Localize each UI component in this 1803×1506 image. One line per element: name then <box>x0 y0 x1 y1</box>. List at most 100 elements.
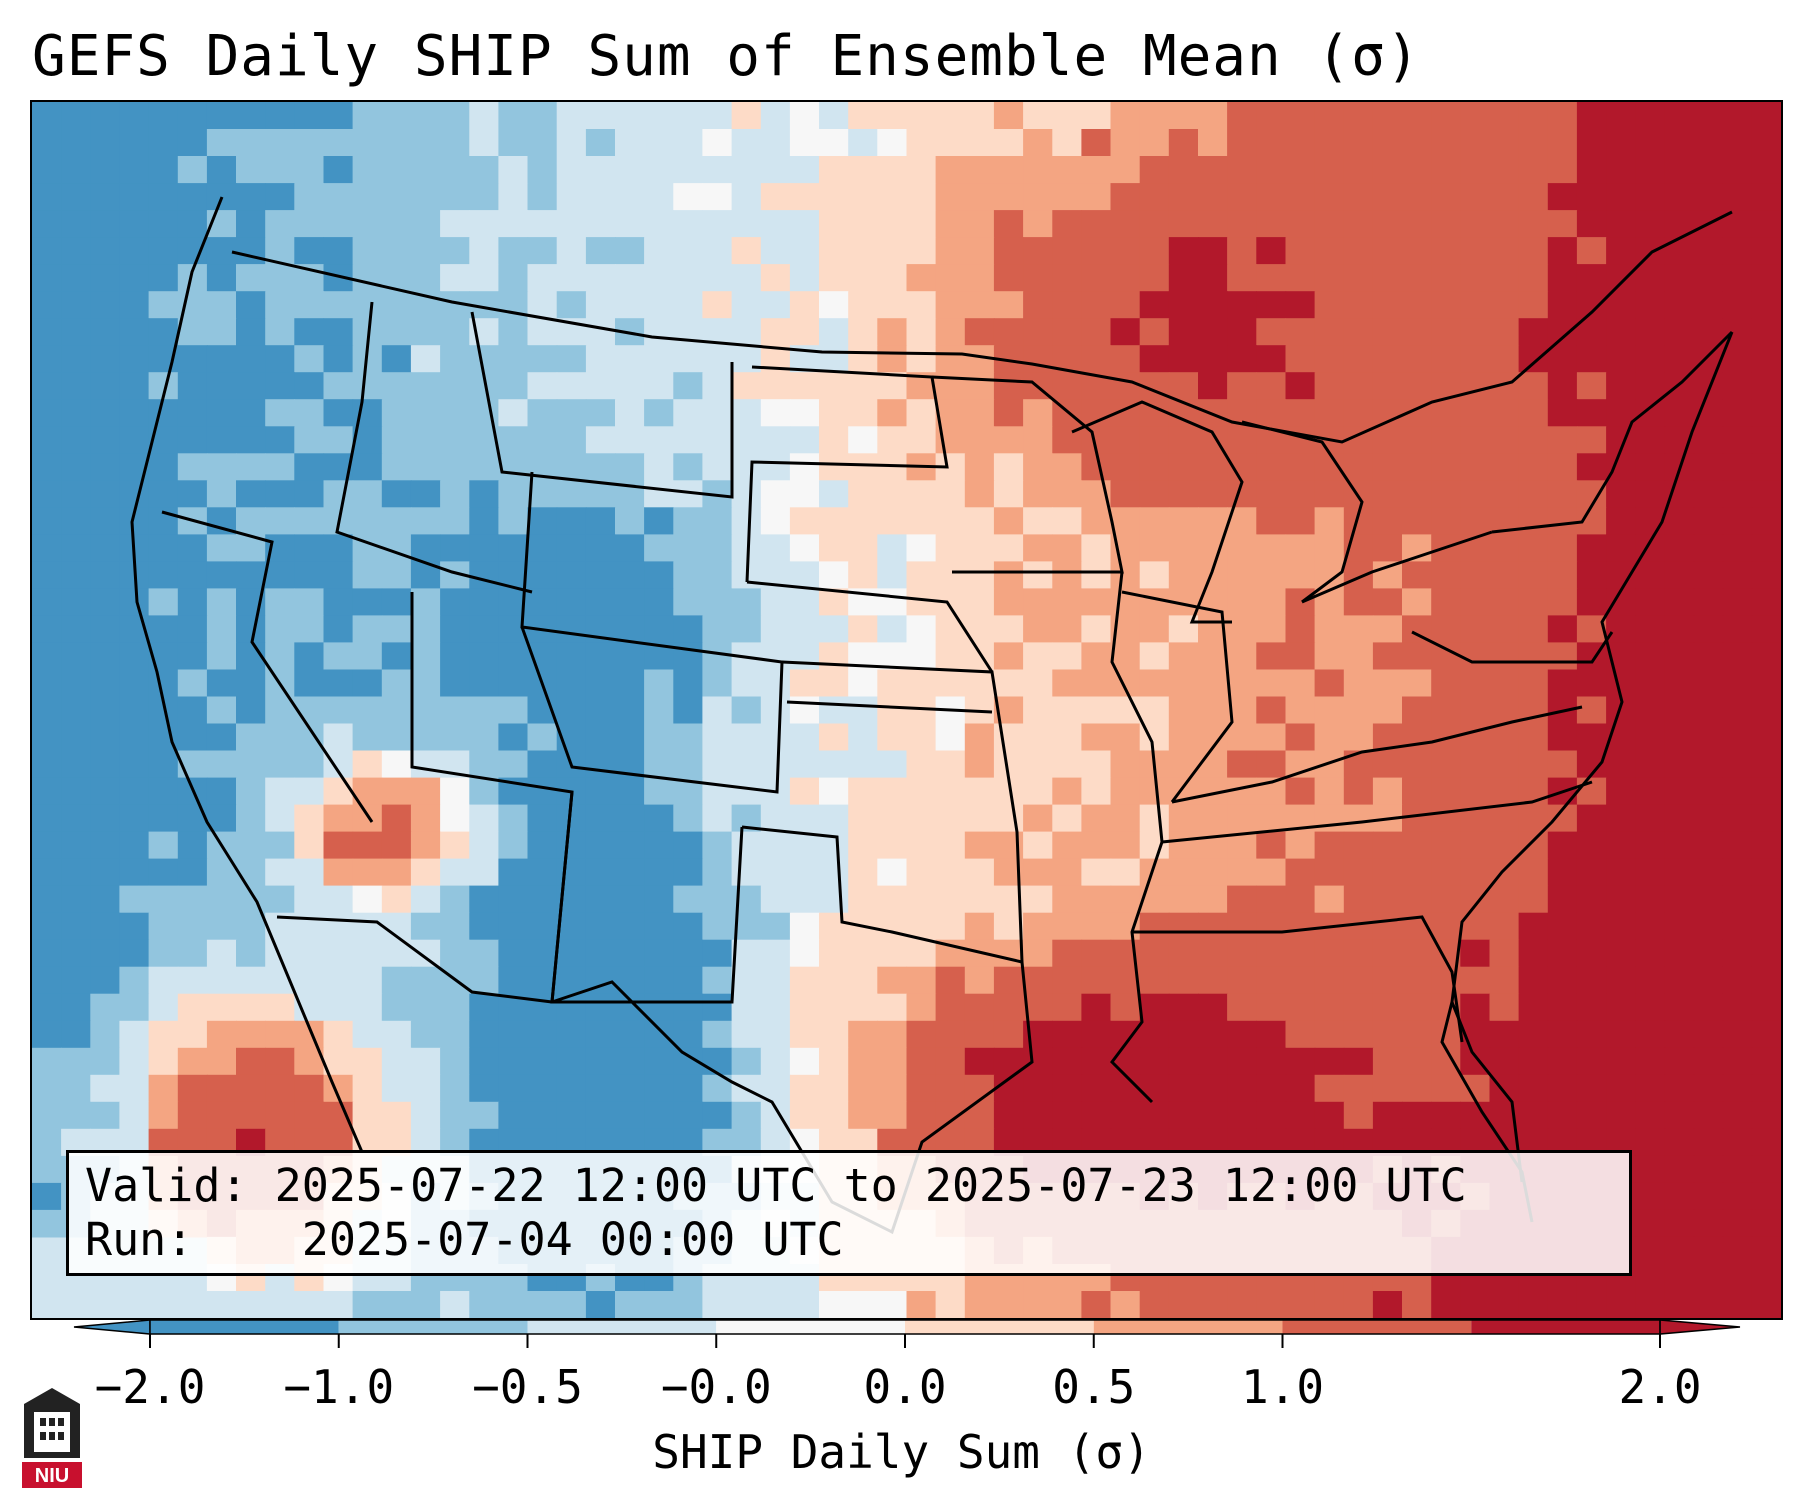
anomaly-cell <box>1547 534 1578 562</box>
anomaly-cell <box>236 1020 266 1049</box>
anomaly-cell <box>702 804 733 833</box>
anomaly-cell <box>1576 966 1607 995</box>
anomaly-cell <box>206 588 237 616</box>
anomaly-cell <box>1460 507 1491 535</box>
anomaly-cell <box>848 993 878 1022</box>
anomaly-cell <box>527 1074 558 1103</box>
anomaly-cell <box>1110 993 1141 1022</box>
anomaly-cell <box>789 750 820 779</box>
anomaly-cell <box>1285 480 1316 508</box>
anomaly-cell <box>1576 912 1607 941</box>
anomaly-cell <box>1722 426 1753 454</box>
anomaly-cell <box>90 345 121 373</box>
anomaly-cell <box>177 1101 208 1130</box>
anomaly-cell <box>1693 102 1724 130</box>
anomaly-cell <box>1256 129 1287 157</box>
anomaly-cell <box>1372 1101 1403 1130</box>
anomaly-cell <box>1402 237 1432 265</box>
anomaly-cell <box>673 885 704 914</box>
anomaly-cell <box>236 264 266 292</box>
anomaly-cell <box>410 1020 441 1049</box>
colorbar-segment <box>716 1320 905 1334</box>
anomaly-cell <box>1168 1101 1199 1130</box>
anomaly-cell <box>1402 939 1432 968</box>
anomaly-cell <box>1635 912 1666 941</box>
anomaly-cell <box>1489 669 1520 698</box>
northeast <box>1491 330 1734 534</box>
anomaly-cell <box>964 750 995 779</box>
anomaly-cell <box>90 669 121 698</box>
anomaly-cell <box>1547 507 1578 535</box>
anomaly-cell <box>440 129 470 157</box>
anomaly-cell <box>381 156 412 184</box>
anomaly-cell <box>1343 102 1374 130</box>
anomaly-cell <box>440 507 470 535</box>
anomaly-cell <box>206 156 237 184</box>
anomaly-cell <box>236 426 266 454</box>
anomaly-cell <box>673 426 704 454</box>
anomaly-cell <box>498 534 529 562</box>
anomaly-cell <box>1664 1291 1695 1318</box>
anomaly-cell <box>644 210 674 238</box>
anomaly-cell <box>1751 939 1781 968</box>
anomaly-cell <box>1751 1155 1781 1184</box>
anomaly-cell <box>1547 291 1578 319</box>
anomaly-cell <box>1110 669 1141 698</box>
anomaly-cell <box>32 237 62 265</box>
anomaly-cell <box>1256 1020 1287 1049</box>
anomaly-cell <box>206 534 237 562</box>
anomaly-cell <box>1168 885 1199 914</box>
anomaly-cell <box>61 399 91 427</box>
anomaly-cell <box>644 264 674 292</box>
anomaly-cell <box>1489 534 1520 562</box>
anomaly-cell <box>1256 858 1287 887</box>
anomaly-cell <box>1402 966 1432 995</box>
anomaly-cell <box>61 507 91 535</box>
anomaly-cell <box>1751 237 1781 265</box>
anomaly-cell <box>1343 831 1374 860</box>
anomaly-cell <box>1314 1020 1345 1049</box>
anomaly-cell <box>1606 534 1636 562</box>
anomaly-cell <box>615 615 645 643</box>
anomaly-cell <box>1722 642 1753 670</box>
anomaly-cell <box>1198 939 1228 968</box>
anomaly-cell <box>1664 1264 1695 1292</box>
anomaly-cell <box>993 507 1024 535</box>
anomaly-cell <box>964 210 995 238</box>
anomaly-cell <box>1402 1291 1432 1318</box>
wyoming-colorado <box>520 471 784 794</box>
anomaly-cell <box>1751 912 1781 941</box>
anomaly-cell <box>848 102 878 130</box>
anomaly-cell <box>294 291 325 319</box>
anomaly-cell <box>1547 615 1578 643</box>
anomaly-cell <box>1722 966 1753 995</box>
anomaly-cell <box>527 1101 558 1130</box>
anomaly-cell <box>1664 534 1695 562</box>
anomaly-cell <box>177 885 208 914</box>
anomaly-cell <box>1751 291 1781 319</box>
anomaly-cell <box>410 1291 441 1318</box>
anomaly-cell <box>673 561 704 589</box>
anomaly-cell <box>236 318 266 346</box>
anomaly-cell <box>1489 399 1520 427</box>
anomaly-cell <box>760 264 791 292</box>
anomaly-cell <box>1576 210 1607 238</box>
anomaly-cell <box>323 885 354 914</box>
anomaly-cell <box>1372 588 1403 616</box>
anomaly-cell <box>556 1101 587 1130</box>
anomaly-cell <box>1372 858 1403 887</box>
anomaly-cell <box>848 507 878 535</box>
anomaly-cell <box>615 777 645 806</box>
anomaly-cell <box>440 345 470 373</box>
anomaly-cell <box>1168 183 1199 211</box>
anomaly-cell <box>1023 183 1053 211</box>
anomaly-cell <box>1285 1291 1316 1318</box>
anomaly-cell <box>585 561 616 589</box>
anomaly-cell <box>789 939 820 968</box>
anomaly-cell <box>1023 156 1053 184</box>
anomaly-cell <box>1489 480 1520 508</box>
anomaly-cell <box>323 534 354 562</box>
anomaly-cell <box>1343 156 1374 184</box>
oklahoma-kansas <box>781 660 1024 963</box>
anomaly-cell <box>1722 372 1753 400</box>
